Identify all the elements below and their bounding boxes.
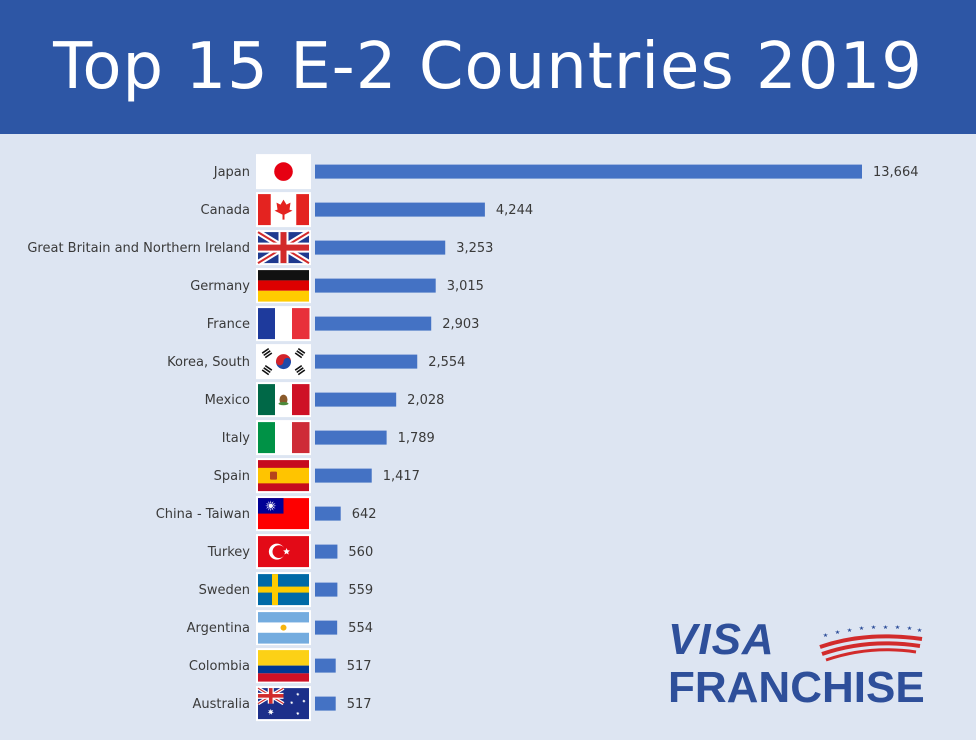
japan-flag-icon (256, 154, 311, 190)
value-label: 2,554 (428, 355, 465, 370)
value-label: 559 (348, 583, 373, 598)
bar (315, 620, 338, 635)
italy-flag-icon (256, 420, 311, 456)
taiwan-flag-icon (256, 496, 311, 532)
germany-flag-icon (256, 268, 311, 304)
value-label: 1,417 (383, 469, 420, 484)
bar-chart: Japan 13,664 Canada 4,244 Great Britain and … (27, 154, 919, 722)
uk-flag-icon (256, 229, 311, 266)
spain-flag-icon (256, 458, 311, 494)
bar (315, 164, 862, 179)
mexico-flag-icon (256, 382, 311, 418)
value-label: 4,244 (496, 203, 533, 218)
category-label: Italy (222, 431, 251, 446)
value-label: 554 (348, 621, 373, 636)
category-label: Japan (213, 165, 250, 180)
value-label: 2,903 (442, 317, 479, 332)
visa-franchise-logo: VISA FRANCHISE (668, 615, 958, 715)
category-label: Turkey (207, 545, 251, 560)
bar (315, 392, 397, 407)
australia-flag-icon (256, 686, 311, 722)
value-label: 517 (347, 697, 372, 712)
value-label: 2,028 (407, 393, 444, 408)
logo-text-franchise: FRANCHISE (668, 663, 925, 712)
category-label: Korea, South (167, 355, 250, 370)
category-label: Great Britain and Northern Ireland (27, 241, 250, 256)
value-label: 560 (348, 545, 373, 560)
colombia-flag-icon (256, 648, 311, 684)
category-label: Sweden (199, 583, 250, 598)
category-label: Canada (201, 203, 250, 218)
logo-text-visa: VISA (668, 615, 775, 664)
bar (315, 240, 446, 255)
value-label: 642 (352, 507, 377, 522)
turkey-flag-icon (256, 534, 311, 570)
canada-flag-icon (256, 192, 311, 228)
bar (315, 658, 336, 673)
header-banner: Top 15 E-2 Countries 2019 (0, 0, 976, 134)
value-label: 517 (347, 659, 372, 674)
category-label: Spain (214, 469, 250, 484)
category-label: Australia (192, 697, 250, 712)
bar (315, 202, 485, 217)
bar (315, 582, 338, 597)
bar (315, 430, 387, 445)
bar (315, 506, 341, 521)
bar (315, 316, 432, 331)
sweden-flag-icon (256, 572, 311, 608)
category-label: China - Taiwan (156, 507, 250, 522)
category-label: Colombia (189, 659, 250, 674)
value-label: 1,789 (398, 431, 435, 446)
bar (315, 278, 436, 293)
bar (315, 468, 372, 483)
category-label: Germany (190, 279, 250, 294)
value-label: 3,253 (456, 241, 493, 256)
chart-title: Top 15 E-2 Countries 2019 (53, 30, 923, 104)
bar (315, 544, 338, 559)
france-flag-icon (256, 306, 311, 342)
bar (315, 696, 336, 711)
bar (315, 354, 418, 369)
value-label: 3,015 (447, 279, 484, 294)
south-korea-flag-icon (256, 344, 311, 380)
category-label: Argentina (187, 621, 250, 636)
value-label: 13,664 (873, 165, 919, 180)
argentina-flag-icon (256, 610, 311, 646)
category-label: Mexico (205, 393, 250, 408)
category-label: France (207, 317, 250, 332)
logo-stars-stripes-icon (819, 625, 923, 662)
